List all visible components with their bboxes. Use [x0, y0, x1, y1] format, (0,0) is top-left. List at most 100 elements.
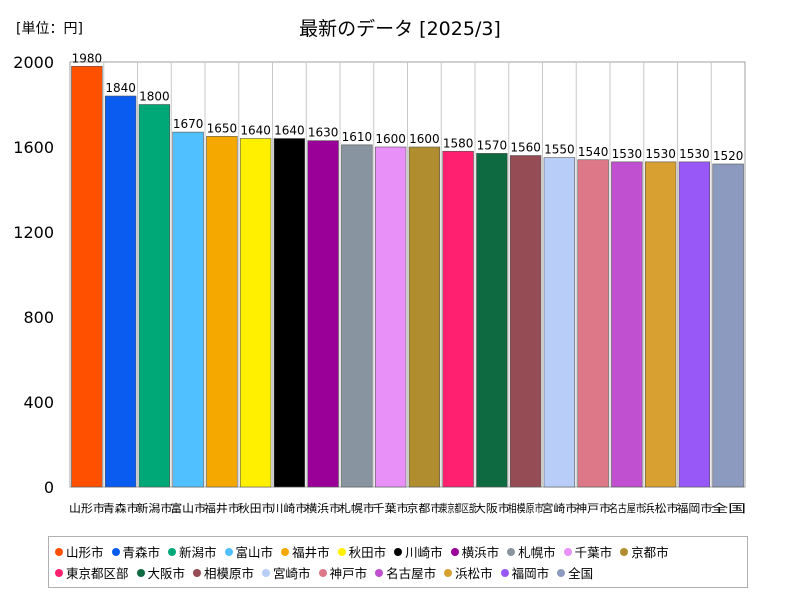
data-label: 1520: [713, 149, 744, 163]
legend-dot-icon: [318, 568, 327, 577]
data-label: 1980: [72, 51, 103, 65]
bar-名古屋市: [611, 161, 643, 488]
x-tick-label: 東京都区部: [440, 501, 476, 515]
legend-dot-icon: [507, 547, 516, 556]
bar-青森市: [104, 95, 137, 488]
y-tick-label: 2000: [13, 53, 54, 72]
data-label: 1610: [342, 130, 373, 144]
legend-item: 横浜市: [450, 541, 500, 562]
x-tick-label: 名古屋市: [609, 501, 645, 515]
legend-item: 浜松市: [444, 562, 493, 583]
legend-label: 京都市: [631, 545, 669, 560]
legend-dot-icon: [55, 547, 63, 556]
x-tick-label: 青森市: [103, 501, 139, 515]
bar-神戸市: [577, 159, 609, 488]
legend-label: 富山市: [235, 545, 274, 560]
legend-item: 宮崎市: [262, 562, 311, 583]
x-tick-label: 宮崎市: [542, 501, 578, 515]
data-label: 1570: [477, 138, 508, 152]
y-tick-label: 400: [23, 393, 54, 412]
data-label: 1650: [207, 121, 238, 135]
bar-福岡市: [678, 161, 711, 488]
chart-title: 最新のデータ [2025/3]: [299, 18, 501, 40]
legend-dot-icon: [168, 547, 177, 556]
legend-item: 東京都区部: [55, 562, 129, 583]
x-tick-label: 山形市: [69, 501, 105, 515]
x-tick-label: 相模原市: [508, 501, 544, 515]
data-label: 1540: [578, 145, 609, 159]
legend-label: 東京都区部: [66, 566, 129, 581]
x-tick-label: 福岡市: [677, 501, 713, 515]
bar-千葉市: [374, 146, 407, 488]
legend-dot-icon: [450, 547, 459, 556]
legend-label: 秋田市: [348, 545, 387, 560]
legend-dot-icon: [337, 547, 346, 556]
bar-福井市: [206, 136, 238, 488]
data-label: 1600: [375, 132, 406, 146]
legend-dot-icon: [620, 547, 629, 556]
data-label: 1530: [645, 147, 676, 161]
x-tick-label: 新潟市: [137, 501, 173, 515]
data-label: 1640: [240, 124, 271, 138]
bar-札幌市: [341, 144, 373, 488]
legend-label: 千葉市: [574, 545, 613, 560]
bar-相模原市: [509, 155, 542, 488]
legend-label: 横浜市: [461, 545, 500, 560]
bar-宮崎市: [543, 157, 576, 488]
legend-label: 福井市: [292, 545, 330, 560]
legend-dot-icon: [281, 547, 290, 556]
legend-dot-icon: [193, 568, 202, 577]
x-tick-label: 浜松市: [643, 501, 679, 515]
bar-秋田市: [239, 138, 272, 488]
y-tick-label: 1200: [13, 223, 54, 242]
legend-label: 新潟市: [179, 545, 217, 560]
data-label: 1800: [139, 90, 170, 104]
legend-dot-icon: [136, 568, 145, 577]
x-tick-label: 富山市: [170, 501, 206, 515]
y-tick-label: 800: [23, 308, 54, 327]
data-label: 1670: [173, 117, 204, 131]
legend-label: 川崎市: [405, 545, 443, 560]
legend-item: 福井市: [281, 541, 330, 562]
x-tick-label: 川崎市: [272, 501, 308, 515]
unit-label: [単位：円]: [16, 21, 83, 37]
bar-大阪市: [476, 153, 508, 488]
x-tick-label: 秋田市: [238, 501, 274, 515]
data-label: 1840: [105, 81, 136, 95]
x-tick-label: 神戸市: [575, 501, 611, 515]
legend-label: 全国: [568, 566, 594, 581]
data-label: 1600: [409, 132, 440, 146]
legend-dot-icon: [500, 568, 509, 577]
legend-item: 新潟市: [168, 541, 217, 562]
legend-item: 青森市: [111, 541, 161, 562]
bar-川崎市: [273, 138, 306, 488]
legend-item: 札幌市: [507, 541, 556, 562]
legend-item: 秋田市: [337, 541, 387, 562]
legend-label: 神戸市: [329, 566, 368, 581]
legend-dot-icon: [563, 547, 572, 556]
data-label: 1550: [544, 143, 575, 157]
data-label: 1560: [510, 141, 541, 155]
legend-item: 名古屋市: [375, 562, 436, 583]
legend-label: 名古屋市: [386, 566, 437, 581]
legend-label: 福岡市: [511, 566, 550, 581]
legend-dot-icon: [262, 568, 271, 577]
legend-label: 青森市: [122, 545, 161, 560]
bar-東京都区部: [442, 150, 474, 488]
bar-浜松市: [644, 161, 677, 488]
legend-dot-icon: [111, 547, 120, 556]
legend-item: 神戸市: [318, 562, 368, 583]
y-tick-label: 0: [44, 478, 54, 497]
legend-item: 山形市: [55, 541, 104, 562]
legend-item: 富山市: [224, 541, 274, 562]
legend-dot-icon: [394, 547, 403, 556]
legend-item: 大阪市: [136, 562, 185, 583]
legend-dot-icon: [55, 568, 63, 577]
bar-富山市: [172, 131, 204, 488]
x-tick-label: 大阪市: [474, 501, 510, 515]
bar-山形市: [71, 65, 103, 488]
legend-dot-icon: [444, 568, 453, 577]
x-tick-label: 福井市: [204, 501, 240, 515]
legend-item: 福岡市: [500, 562, 550, 583]
